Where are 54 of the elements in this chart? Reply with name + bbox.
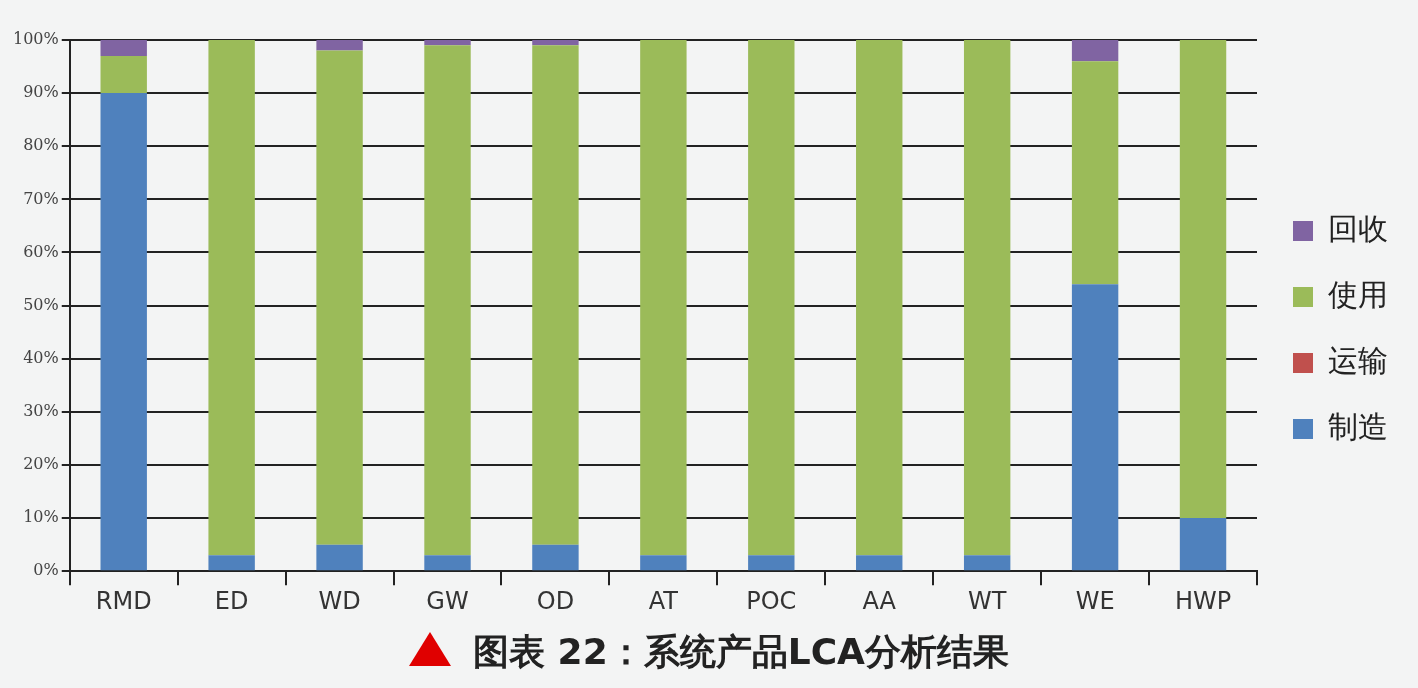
bar [1179, 518, 1227, 571]
legend-label: 回收 [1328, 210, 1388, 246]
bar [532, 40, 579, 46]
bar [856, 555, 903, 571]
x-tick-label: HWP [1174, 586, 1232, 615]
legend-label: 使用 [1328, 276, 1388, 312]
y-tick-label: 90% [23, 82, 59, 102]
y-tick-label: 0% [33, 560, 59, 580]
y-tick-label: 30% [23, 401, 59, 420]
bar [424, 555, 471, 571]
bar [316, 544, 363, 571]
bar [208, 40, 255, 556]
bar [100, 55, 147, 94]
bar [748, 555, 795, 571]
x-tick-label: POC [746, 586, 797, 615]
x-tick-label: RMD [95, 586, 152, 615]
x-tick-label: WT [967, 586, 1007, 615]
bar [748, 40, 795, 556]
bar [1179, 40, 1227, 519]
bar [316, 50, 363, 545]
x-tick-label: WE [1075, 586, 1115, 615]
y-tick-label: 40% [23, 347, 59, 367]
x-tick-label: GW [426, 586, 469, 615]
y-tick-label: 20% [23, 454, 59, 474]
y-tick-label: 10% [23, 507, 59, 527]
bar [963, 40, 1011, 556]
legend-label: 制造 [1328, 408, 1388, 444]
x-tick-label: ED [214, 586, 249, 615]
bar [640, 40, 687, 556]
bar [856, 40, 903, 556]
x-tick-label: AT [648, 586, 679, 615]
bar [1071, 284, 1119, 571]
y-tick-label: 50% [23, 294, 59, 314]
text: 图表 22：系统产品LCA分析结果 [473, 631, 1009, 672]
y-tick-label: 80% [23, 135, 59, 155]
y-tick-label: 100% [12, 29, 59, 49]
bar [316, 40, 363, 51]
bar [424, 40, 471, 46]
x-tick-label: OD [536, 586, 575, 615]
y-tick-label: 60% [23, 241, 59, 261]
bar [1071, 40, 1119, 62]
y-tick-label: 70% [23, 188, 59, 208]
bar [532, 45, 579, 545]
legend-label: 运输 [1328, 342, 1388, 378]
bar [1071, 61, 1119, 285]
x-tick-label: AA [862, 586, 897, 615]
bar [424, 45, 471, 556]
bar [100, 93, 147, 571]
bar [532, 544, 579, 571]
bar [640, 555, 687, 571]
bar [100, 40, 147, 56]
bar [208, 555, 255, 571]
bar [963, 555, 1011, 571]
x-tick-label: WD [318, 586, 361, 615]
